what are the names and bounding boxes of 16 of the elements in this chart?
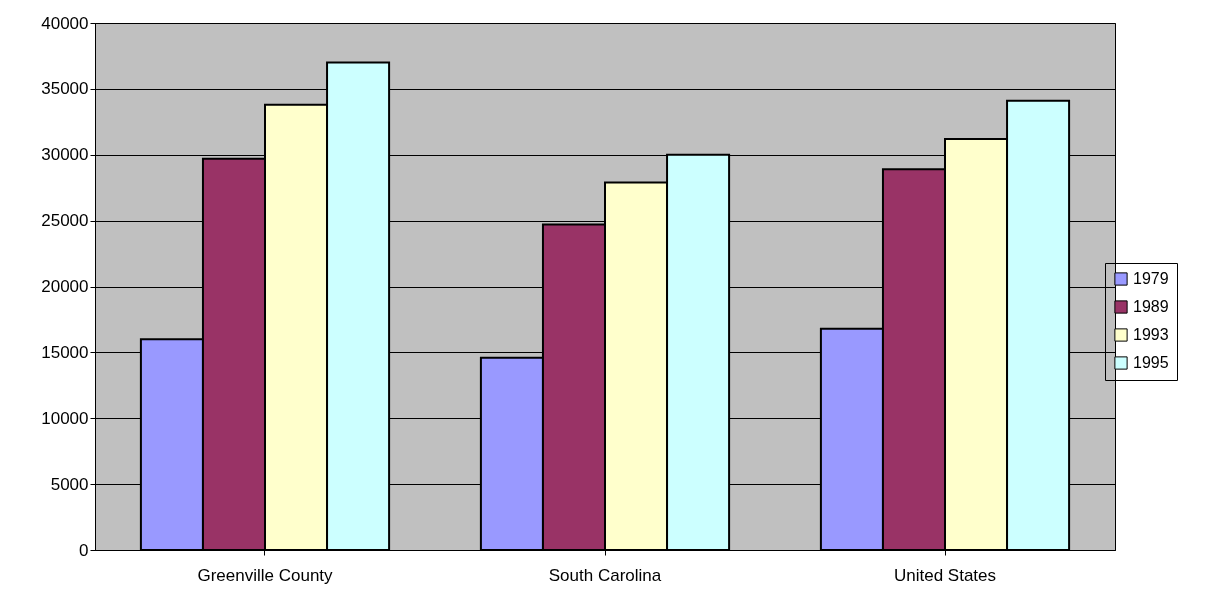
y-tick-label: 20000	[41, 277, 89, 296]
y-tick-label: 5000	[50, 474, 89, 494]
legend-label: 1993	[1133, 326, 1169, 343]
x-tick-label: Greenville County	[197, 565, 334, 585]
x-tick-label: United States	[893, 565, 997, 585]
legend-label: 1989	[1133, 298, 1169, 315]
y-tick-label: 10000	[41, 408, 89, 428]
y-tick-label: 30000	[41, 145, 89, 165]
y-tick-label: 25000	[41, 211, 89, 231]
x-tick-label: South Carolina	[548, 565, 662, 585]
y-tick-label: 40000	[41, 13, 89, 33]
y-tick-label: 35000	[41, 79, 89, 99]
legend-label: 1995	[1133, 354, 1169, 371]
legend-label: 1979	[1133, 270, 1169, 287]
y-tick-label: 15000	[41, 342, 89, 362]
y-tick-label: 0	[79, 540, 89, 560]
